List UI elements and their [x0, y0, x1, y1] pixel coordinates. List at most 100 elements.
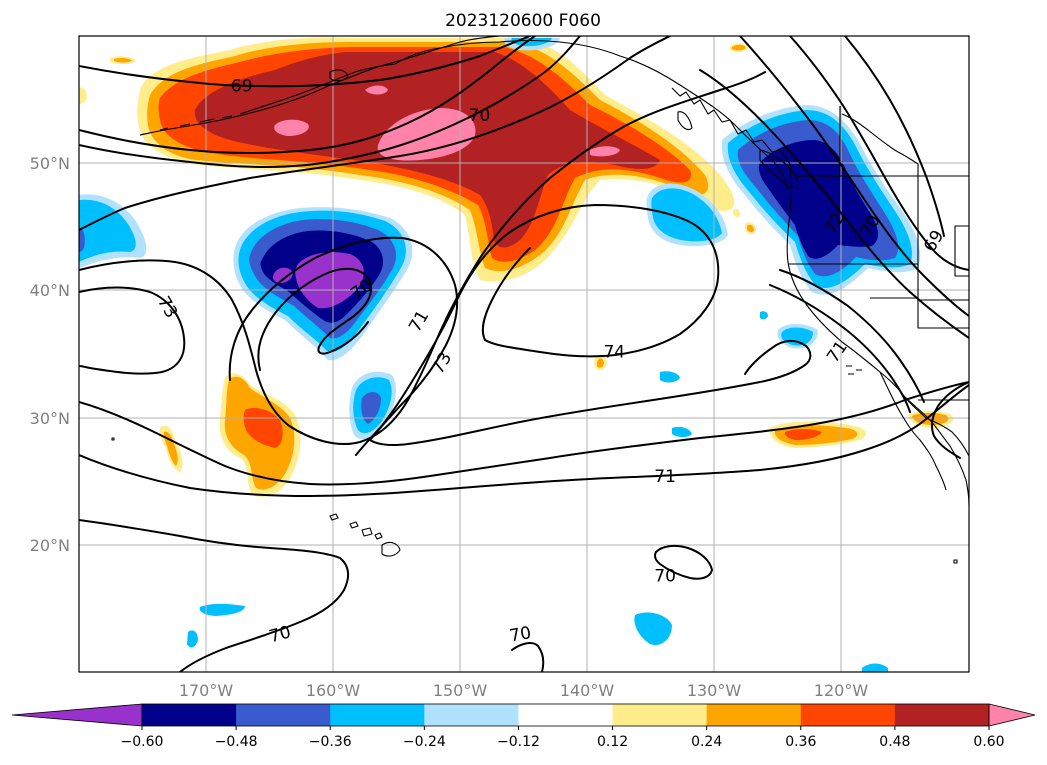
contour-line-70-north [79, 36, 536, 154]
colorbar-tick-label: 0.24 [691, 734, 722, 750]
anomaly-fill-blue-small-2 [634, 612, 672, 646]
colorbar-tick-label: 0.60 [973, 734, 1004, 750]
contour-line-72-south [79, 381, 969, 486]
coastline-vancouver-island [759, 149, 799, 189]
coastline-channel-islands [846, 365, 862, 375]
colorbar-tick-label: −0.36 [309, 734, 352, 750]
lat-tick-40n: 40°N [30, 281, 70, 300]
contour-line-70-low [257, 267, 372, 371]
lon-tick-140w: 140°W [560, 681, 615, 700]
coastline-hawaii-4 [374, 532, 383, 540]
anomaly-fill-blue-west-edge-2 [79, 199, 136, 262]
map-frame [78, 35, 970, 673]
coastline-aleutians [139, 109, 253, 136]
lon-tick-170w: 170°W [179, 681, 234, 700]
lon-tick-160w: 160°W [306, 681, 361, 700]
anomaly-fill-orange-sub-4 [732, 44, 746, 51]
colorbar-segment [424, 704, 519, 726]
colorbar-tick-label: 0.48 [879, 734, 910, 750]
anomaly-fill-yellow-sub-8 [79, 87, 87, 104]
lon-tick-150w: 150°W [433, 681, 488, 700]
contour-line-74-east [930, 381, 969, 459]
colorbar-segment [706, 704, 802, 726]
colorbar-segment [894, 704, 990, 726]
anomaly-fill-blue-small-5 [199, 603, 245, 616]
lon-tick-120w: 120°W [814, 681, 869, 700]
contour-line-71-south [79, 384, 969, 497]
contour-line-71-low [228, 236, 459, 456]
contour-line-69 [79, 36, 531, 88]
graticule [79, 36, 969, 672]
coastline-bc-islands [671, 87, 791, 165]
coastline-islands-small-2 [953, 559, 958, 564]
contour-label-74: 74 [603, 342, 625, 362]
colorbar-segment [518, 704, 614, 726]
lat-tick-20n: 20°N [30, 536, 70, 555]
anomaly-fill-blue-small-8 [760, 311, 768, 320]
contour-label-69: 69 [231, 77, 253, 97]
coastline-hawaii-2 [349, 521, 359, 529]
anomaly-fill-red-sub [784, 429, 822, 440]
colorbar-extend-max [988, 703, 1036, 727]
colorbar-extend-min [11, 703, 143, 727]
anomaly-fill-purple-2 [272, 267, 293, 283]
coastline-haida-gwaii [677, 111, 693, 131]
coastline-mexico [925, 417, 969, 457]
colorbar-tick-label: −0.60 [121, 734, 164, 750]
anomaly-fill-orange-sub-5 [747, 224, 754, 233]
lon-tick-labels: 170°W 160°W 150°W 140°W 130°W 120°W [179, 681, 869, 700]
coastline-gulf-of-california [903, 395, 969, 506]
coastline-alaska [139, 36, 501, 136]
contour-line-73-west [79, 286, 186, 375]
anomaly-fill-blue-small-3 [660, 371, 680, 383]
colorbar-segment [330, 704, 425, 726]
anomaly-fill-orange-3 [163, 431, 178, 466]
anomaly-fill-medium-blue-2 [361, 392, 381, 424]
height-contours [79, 36, 969, 672]
shading-layer [79, 37, 954, 672]
contour-line-74 [369, 204, 720, 441]
lat-tick-50n: 50°N [30, 154, 70, 173]
anomaly-fill-pink [377, 108, 476, 161]
coastline-alaska-peninsula [251, 63, 396, 111]
contour-line-70-loop [654, 544, 713, 580]
contour-line-70-south [79, 519, 350, 672]
colorbar-tick-label: −0.12 [497, 734, 540, 750]
colorbar-segment [236, 704, 331, 726]
border-states-2 [841, 113, 919, 176]
coastline-hawaii-big [381, 541, 401, 557]
contour-line-70-bottom [511, 642, 545, 672]
anomaly-fill-pink-3 [590, 146, 620, 157]
contour-line-71-north [79, 36, 671, 231]
anomaly-fill-yellow-sub-6 [732, 209, 741, 218]
contour-line-70-pnw [789, 36, 969, 271]
contour-line-71-pnw [739, 36, 969, 317]
anomaly-fill-purple [295, 252, 364, 309]
coastline-baja [879, 371, 947, 491]
anomaly-fill-orange-sub-3 [597, 358, 604, 368]
colorbar-segment [142, 704, 237, 726]
colorbar: −0.60 −0.48 −0.36 −0.24 −0.12 0.12 0.24 0.36 0.4… [11, 703, 1036, 750]
anomaly-fill-navy-pnw [758, 140, 878, 259]
anomaly-fill-blue-3 [651, 188, 722, 242]
contour-line-72-pnw [699, 69, 969, 339]
coastline-gulf-of-alaska [394, 39, 789, 191]
colorbar-tick-label: −0.24 [403, 734, 446, 750]
plot-title: 2023120600 F060 [445, 11, 601, 31]
contour-label-71: 71 [654, 467, 676, 487]
coastline-hawaii-3 [361, 527, 373, 537]
contour-label-70: 70 [469, 106, 491, 126]
anomaly-fill-pink-4 [365, 85, 388, 95]
coastline-kodiak [329, 69, 349, 82]
colorbar-outline [141, 703, 990, 727]
lon-tick-130w: 130°W [687, 681, 742, 700]
contour-line-73-ring [369, 340, 812, 446]
border-states-3 [788, 225, 969, 301]
colorbar-tick-label: 0.12 [597, 734, 628, 750]
lat-tick-labels: 50°N 40°N 30°N 20°N [30, 154, 70, 555]
anomaly-fill-blue-small-4 [672, 426, 692, 437]
colorbar-tick-label: −0.48 [215, 734, 258, 750]
colorbar-tick-label: 0.36 [785, 734, 816, 750]
